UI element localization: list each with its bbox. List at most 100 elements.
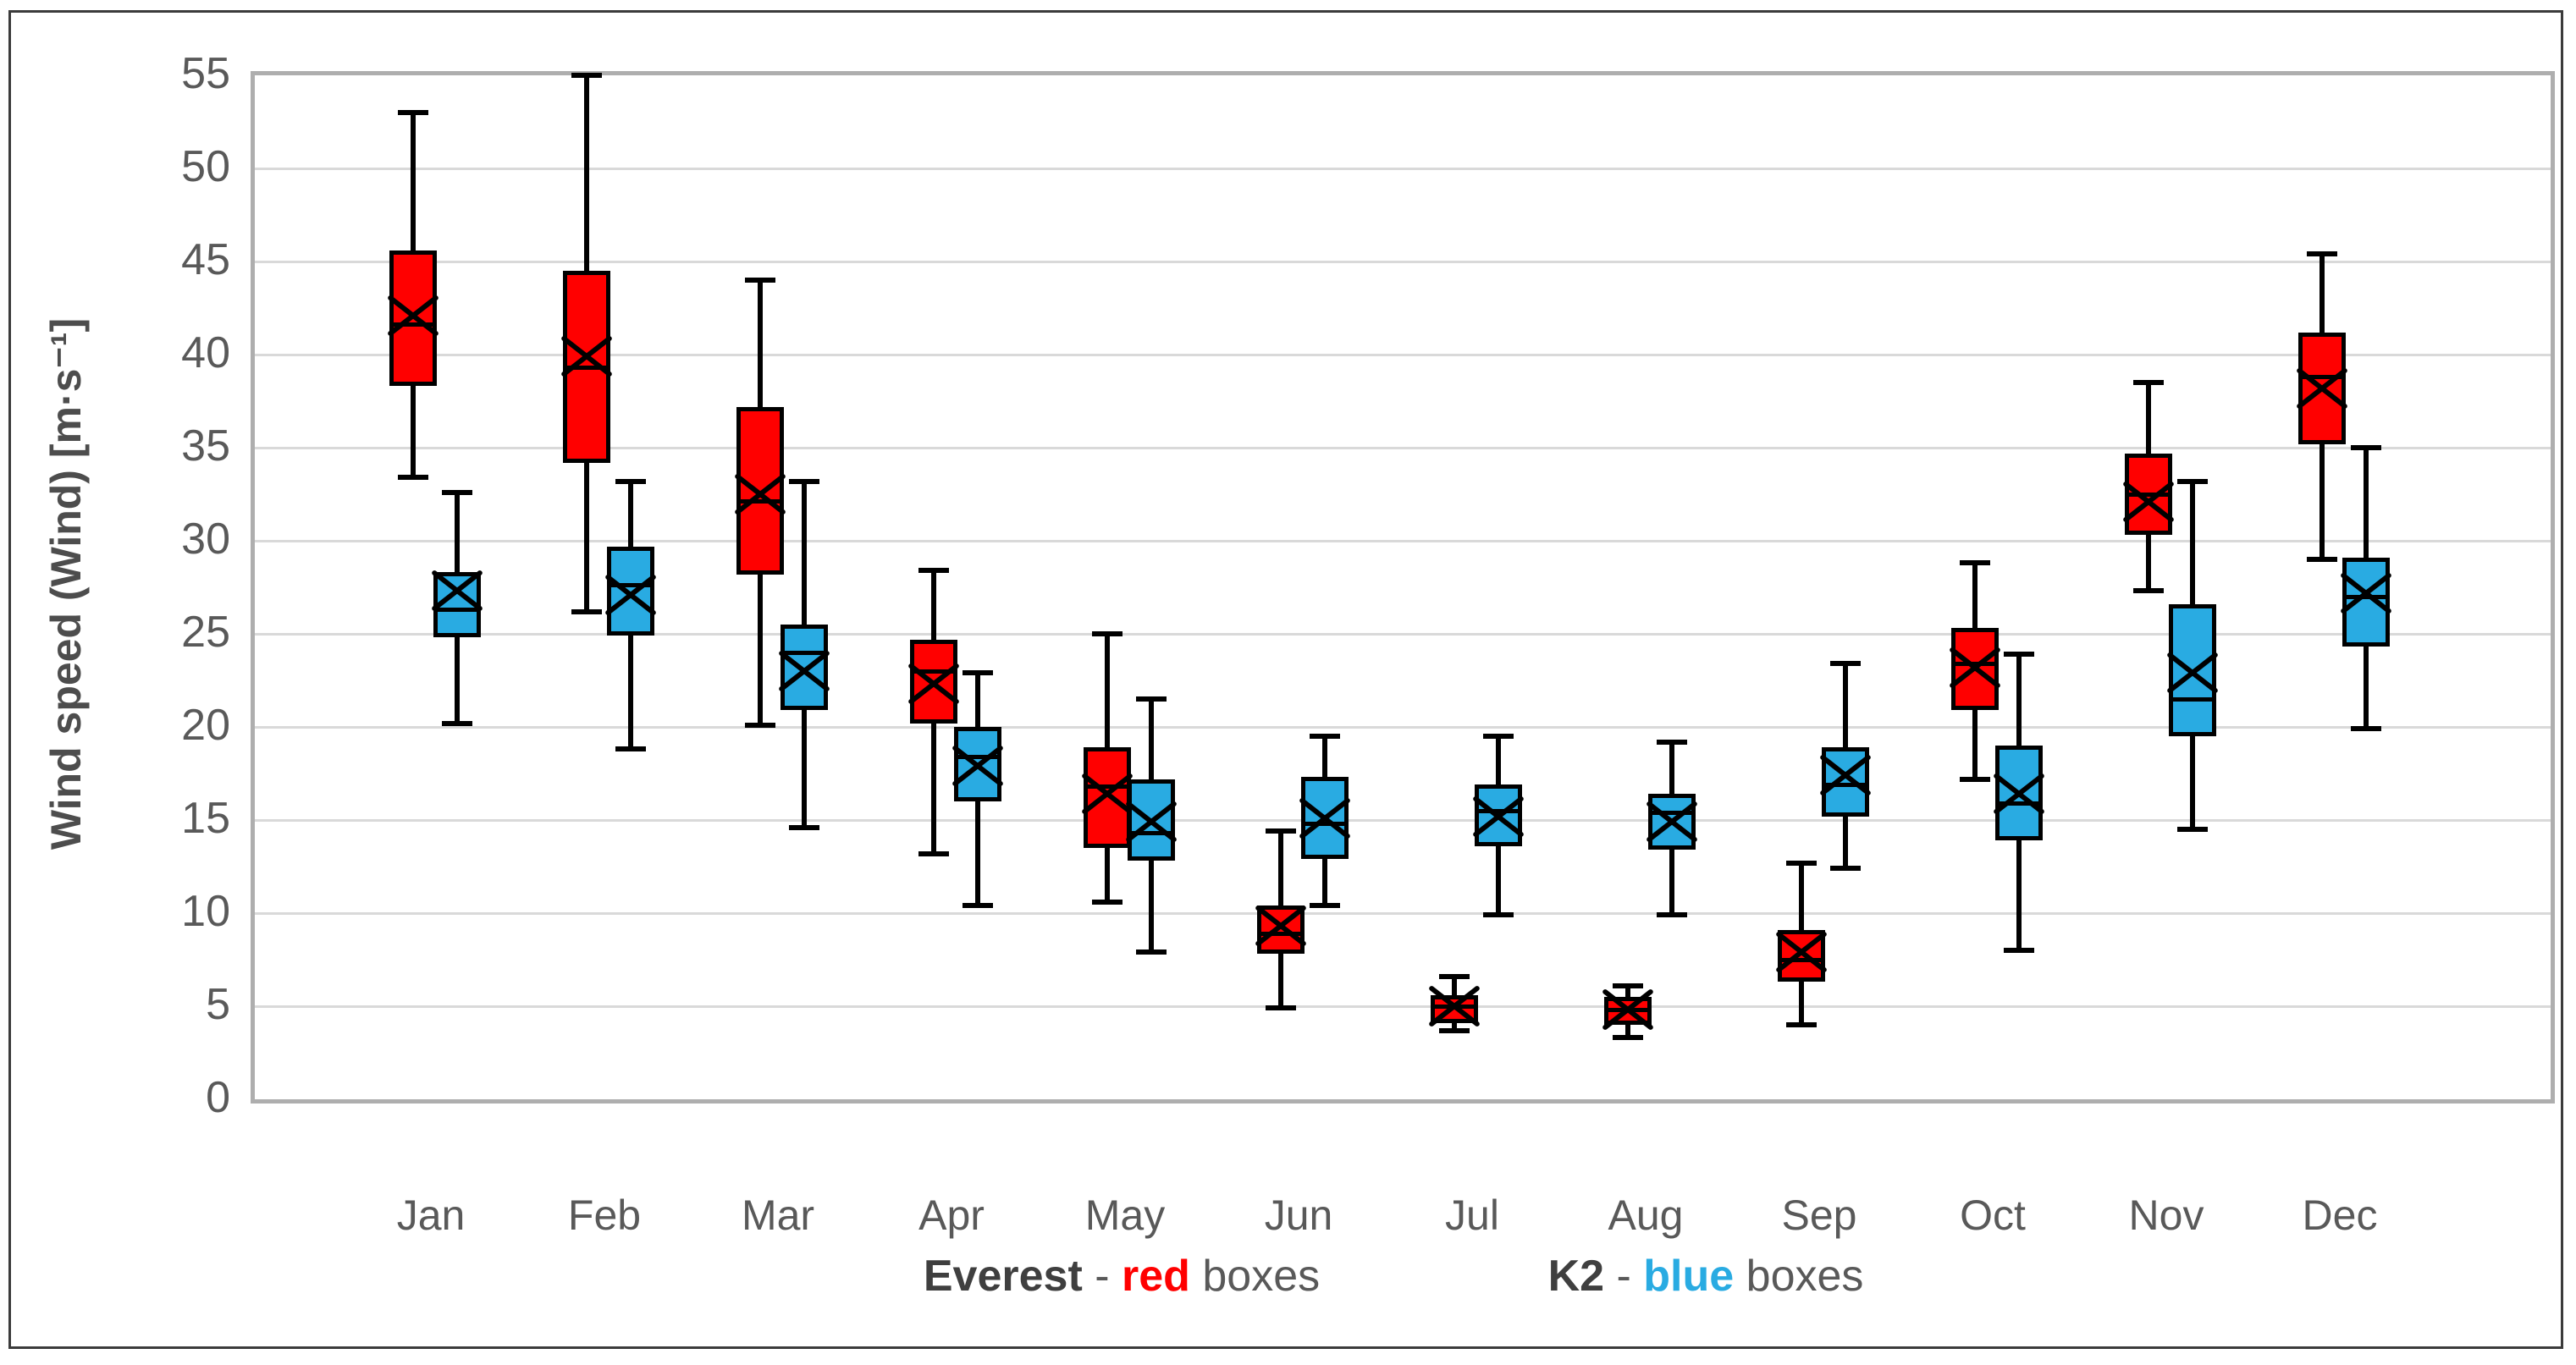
whisker-cap-min: [1136, 949, 1167, 955]
x-tick-label-jan: Jan: [396, 1192, 466, 1239]
whisker-cap-max: [745, 278, 775, 283]
whisker-cap-max: [571, 73, 602, 78]
median-line: [2303, 374, 2342, 379]
median-line: [567, 365, 606, 370]
whisker-lower: [2146, 535, 2151, 592]
y-axis-title: Wind speed (Wind) [m·s⁻¹]: [42, 317, 90, 850]
y-tick-label-55: 55: [181, 49, 230, 98]
whisker-upper: [1972, 563, 1978, 629]
median-line: [1479, 808, 1518, 813]
iqr-box: [1257, 905, 1305, 955]
whisker-cap-min: [1439, 1027, 1470, 1033]
x-tick-label-apr: Apr: [918, 1192, 985, 1239]
x-tick-label-oct: Oct: [1960, 1192, 2026, 1239]
whisker-cap-max: [2133, 380, 2164, 385]
legend-everest: Everest - red boxes: [924, 1251, 1320, 1302]
median-line: [1826, 782, 1865, 787]
median-line: [914, 669, 953, 674]
whisker-cap-min: [571, 608, 602, 614]
whisker-cap-min: [1266, 1005, 1296, 1011]
x-tick-label-jun: Jun: [1264, 1192, 1333, 1239]
x-tick-label-feb: Feb: [567, 1192, 642, 1239]
median-line: [1088, 784, 1127, 789]
x-tick-label-dec: Dec: [2302, 1192, 2378, 1239]
plot-area: [251, 71, 2555, 1104]
whisker-upper: [455, 492, 460, 573]
whisker-cap-min: [963, 903, 993, 909]
whisker-upper: [931, 570, 936, 640]
whisker-lower: [455, 637, 460, 724]
whisker-cap-max: [1483, 734, 1514, 739]
median-line: [1782, 957, 1821, 962]
legend-k2-name: K2: [1547, 1252, 1605, 1301]
iqr-box: [781, 625, 828, 711]
whisker-cap-max: [2307, 251, 2337, 257]
whisker-cap-max: [1136, 696, 1167, 702]
whisker-upper: [758, 280, 763, 407]
whisker-cap-min: [1657, 912, 1687, 918]
whisker-cap-max: [442, 489, 472, 495]
whisker-upper: [1669, 741, 1674, 795]
whisker-cap-min: [2004, 948, 2034, 953]
y-tick-label-40: 40: [181, 328, 230, 377]
median-line: [1652, 810, 1691, 815]
whisker-cap-min: [918, 850, 949, 856]
median-line: [785, 650, 824, 655]
whisker-upper: [1452, 976, 1457, 995]
whisker-cap-max: [1266, 828, 1296, 834]
gridline-25: [255, 632, 2551, 636]
whisker-lower: [1669, 850, 1674, 916]
x-tick-label-may: May: [1084, 1192, 1166, 1239]
whisker-lower: [1149, 861, 1154, 953]
legend-k2: K2 - blue boxes: [1548, 1251, 1864, 1302]
whisker-lower: [1452, 1022, 1457, 1031]
whisker-cap-min: [1092, 899, 1123, 905]
whisker-cap-min: [398, 475, 428, 481]
whisker-cap-max: [963, 670, 993, 676]
whisker-lower: [1322, 859, 1327, 906]
whisker-cap-max: [1657, 739, 1687, 745]
whisker-lower: [1625, 1025, 1630, 1038]
gridline-5: [255, 1004, 2551, 1008]
whisker-lower: [2364, 647, 2369, 729]
whisker-cap-max: [2177, 478, 2208, 484]
whisker-cap-min: [2307, 557, 2337, 562]
median-line: [611, 583, 650, 588]
y-tick-label-30: 30: [181, 515, 230, 564]
whisker-cap-max: [1830, 661, 1861, 667]
whisker-lower: [2016, 840, 2022, 950]
whisker-lower: [584, 462, 589, 612]
whisker-cap-min: [1310, 903, 1340, 909]
x-tick-label-mar: Mar: [741, 1192, 815, 1239]
whisker-lower: [931, 723, 936, 854]
whisker-upper: [1322, 736, 1327, 778]
whisker-upper: [2320, 254, 2325, 333]
median-line: [2000, 801, 2038, 806]
whisker-upper: [411, 113, 416, 250]
whisker-cap-min: [442, 720, 472, 726]
legend-everest-suffix: boxes: [1189, 1252, 1321, 1301]
whisker-lower: [1799, 982, 1804, 1025]
median-line: [1261, 931, 1300, 936]
gridline-30: [255, 539, 2551, 542]
whisker-cap-min: [1960, 776, 1990, 782]
y-tick-label-5: 5: [206, 980, 230, 1029]
whisker-lower: [1972, 710, 1978, 779]
x-tick-label-aug: Aug: [1608, 1192, 1684, 1239]
whisker-cap-max: [398, 110, 428, 115]
y-tick-label-20: 20: [181, 701, 230, 750]
whisker-upper: [2364, 448, 2369, 558]
whisker-upper: [1799, 862, 1804, 930]
legend-k2-sep: -: [1604, 1252, 1644, 1301]
whisker-cap-min: [1483, 912, 1514, 918]
whisker-lower: [975, 801, 980, 906]
whisker-cap-max: [2351, 445, 2381, 450]
whisker-cap-min: [2133, 588, 2164, 594]
whisker-cap-max: [1613, 982, 1643, 988]
chart-frame: [8, 10, 2563, 1349]
whisker-lower: [1278, 954, 1283, 1009]
whisker-lower: [411, 386, 416, 478]
whisker-upper: [1625, 985, 1630, 997]
whisker-upper: [1278, 831, 1283, 906]
whisker-cap-max: [1960, 560, 1990, 566]
